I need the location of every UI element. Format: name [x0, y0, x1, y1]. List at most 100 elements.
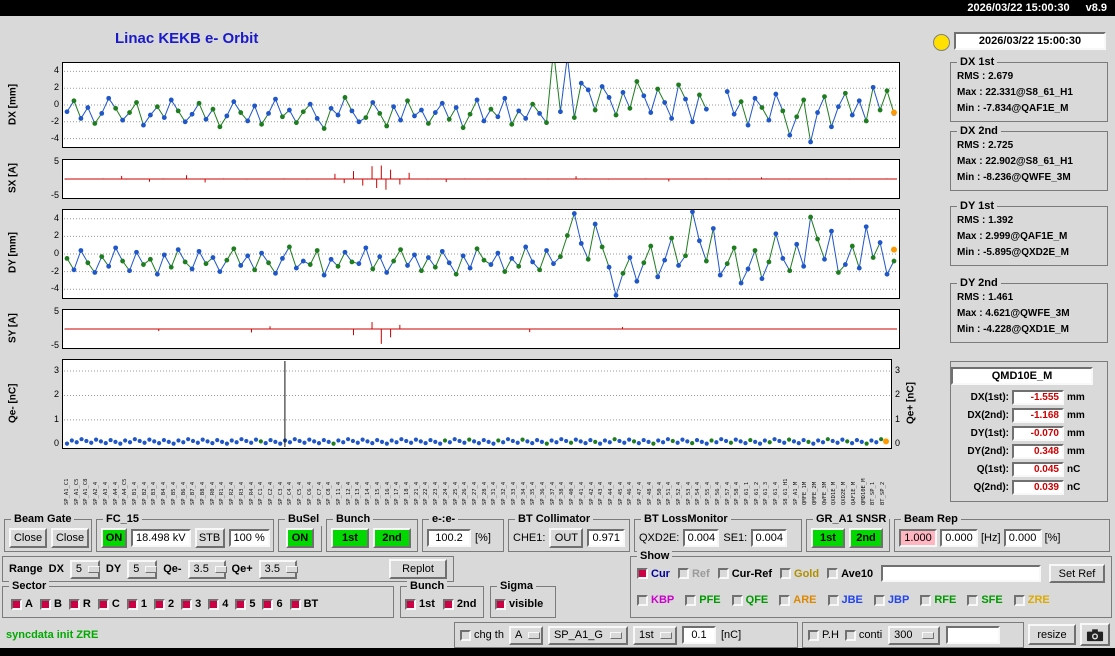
sector-4-checkbox[interactable]: 4 [208, 598, 228, 610]
fc15-percent-display: 100 % [228, 528, 270, 547]
show-cur-checkbox[interactable]: Cur [637, 568, 670, 580]
range-qe-minus-select[interactable]: 3.5 [187, 559, 227, 579]
fc15-group: FC_15 ON 18.498 kV STB 100 % [96, 512, 274, 552]
checkbox-indicator [844, 629, 856, 641]
stat-rms: RMS : 1.392 [957, 215, 1014, 226]
sector-r-checkbox[interactable]: R [68, 598, 91, 610]
ref-file-input[interactable] [881, 565, 1041, 582]
show-rfe-checkbox[interactable]: RFE [920, 594, 956, 606]
show-ref-checkbox[interactable]: Ref [677, 568, 710, 580]
show-jbp-checkbox[interactable]: JBP [873, 594, 909, 606]
threshold-group: chg th A SP_A1_G 1st 0.1 [nC] [454, 622, 798, 648]
range-qe-plus-select[interactable]: 3.5 [258, 559, 298, 579]
qmd-value: 0.039 [1012, 480, 1064, 495]
top-clock: 2026/03/22 15:00:30 [967, 2, 1070, 14]
checkbox-indicator [685, 594, 697, 606]
show-cur-ref-checkbox[interactable]: Cur-Ref [717, 568, 772, 580]
count-input[interactable] [946, 626, 1001, 644]
qmd-row: DY(2nd): 0.348 mm [967, 444, 1085, 459]
checkbox-indicator [181, 598, 193, 610]
show-are-checkbox[interactable]: ARE [779, 594, 817, 606]
fc15-stb-button[interactable]: STB [194, 527, 225, 548]
qmd-value: -0.070 [1012, 426, 1064, 441]
sector-2-checkbox[interactable]: 2 [153, 598, 174, 610]
fc15-on-button[interactable]: ON [101, 527, 127, 548]
qmd-row: Q(1st): 0.045 nC [976, 462, 1081, 477]
gr-a1-2nd-button[interactable]: 2nd [849, 527, 883, 548]
checkbox-indicator [717, 568, 729, 579]
optionmenu-indicator [285, 565, 298, 573]
panel-clock: 2026/03/22 15:00:30 [954, 32, 1106, 50]
status-lamp [933, 34, 950, 51]
show-ave10-checkbox[interactable]: Ave10 [827, 568, 873, 580]
checkbox-indicator [780, 568, 792, 579]
sector-a-checkbox[interactable]: A [11, 598, 33, 610]
beam-rep-group: Beam Rep 1.000 0.000 [Hz] 0.000 [%] [894, 512, 1110, 552]
bunch-1st-button[interactable]: 1st [331, 527, 369, 548]
show-pfe-checkbox[interactable]: PFE [685, 594, 721, 606]
bunch-1st-checkbox[interactable]: 1st [405, 598, 435, 610]
monitor-select[interactable]: SP_A1_G [547, 625, 628, 645]
bunch-2nd-checkbox[interactable]: 2nd [442, 598, 476, 610]
conti-checkbox[interactable]: conti [844, 629, 882, 641]
checkbox-indicator [126, 598, 138, 610]
stats-dx-2nd-label: DX 2nd [957, 124, 1001, 138]
qxd2e-value-display: 0.004 [683, 528, 720, 547]
gr-a1-1st-button[interactable]: 1st [811, 527, 845, 548]
repeat-count-select[interactable]: 300 [888, 625, 941, 645]
show-jbe-checkbox[interactable]: JBE [827, 594, 863, 606]
sector-6-checkbox[interactable]: 6 [262, 598, 283, 610]
sy-axis-title: SY [A] [7, 313, 19, 343]
beam-rep-value-2: 0.000 [940, 528, 978, 547]
bottom-bar [0, 648, 1115, 656]
busel-on-button[interactable]: ON [286, 527, 314, 548]
qmd-value: -1.168 [1012, 408, 1064, 423]
dx-plot: 4 2 0 -2 -4 [51, 48, 900, 148]
che1-out-button[interactable]: OUT [549, 527, 584, 548]
checkbox-indicator [495, 598, 506, 610]
optionmenu-indicator [88, 565, 101, 573]
checkbox-indicator [460, 629, 471, 641]
range-dy-select[interactable]: 5 [127, 559, 158, 579]
show-gold-checkbox[interactable]: Gold [780, 568, 819, 580]
show-kbp-checkbox[interactable]: KBP [637, 594, 674, 606]
camera-button[interactable] [1080, 623, 1110, 646]
show-zre-checkbox[interactable]: ZRE [1013, 594, 1050, 606]
sector-c-checkbox[interactable]: C [97, 598, 120, 610]
qmd-value: 0.045 [1012, 462, 1064, 477]
sigma-visible-checkbox[interactable]: visible [495, 598, 543, 610]
stat-min: Min : -4.228@QXD1E_M [957, 324, 1070, 335]
beam-rep-value-3: 0.000 [1003, 528, 1042, 547]
checkbox-indicator [873, 594, 885, 606]
range-dx-select[interactable]: 5 [69, 559, 101, 579]
optionmenu-indicator [145, 565, 158, 573]
show-sfe-checkbox[interactable]: SFE [967, 594, 1003, 606]
checkbox-indicator [731, 594, 743, 606]
replot-button[interactable]: Replot [389, 559, 447, 579]
beam-gate-group: Beam Gate Close Close [4, 512, 92, 552]
dy-axis-title: DY [mm] [7, 232, 19, 274]
optionmenu-indicator [214, 565, 227, 573]
stat-min: Min : -5.895@QXD2E_M [957, 247, 1070, 258]
chg-th-checkbox[interactable]: chg th [460, 629, 504, 641]
sector-b-checkbox[interactable]: B [39, 598, 62, 610]
stat-max: Max : 22.331@S8_61_H1 [957, 87, 1073, 98]
sector-1-checkbox[interactable]: 1 [126, 598, 147, 610]
sector-5-checkbox[interactable]: 5 [235, 598, 255, 610]
checkbox-indicator [289, 598, 301, 610]
beam-gate-close-2-button[interactable]: Close [51, 527, 89, 548]
beam-gate-close-1-button[interactable]: Close [9, 527, 47, 548]
bunch-2nd-button[interactable]: 2nd [373, 527, 411, 548]
show-qfe-checkbox[interactable]: QFE [731, 594, 768, 606]
sector-3-checkbox[interactable]: 3 [181, 598, 201, 610]
sector-bt-checkbox[interactable]: BT [289, 598, 318, 610]
set-ref-button[interactable]: Set Ref [1049, 564, 1105, 583]
qmd-row: DX(1st): -1.555 mm [970, 390, 1085, 405]
sector-select[interactable]: A [508, 625, 543, 645]
stat-max: Max : 22.902@S8_61_H1 [957, 156, 1073, 167]
acquisition-group: P.H conti 300 [802, 622, 1024, 648]
bunch-select[interactable]: 1st [632, 625, 677, 645]
resize-button[interactable]: resize [1028, 624, 1076, 645]
ph-checkbox[interactable]: P.H [808, 629, 839, 641]
